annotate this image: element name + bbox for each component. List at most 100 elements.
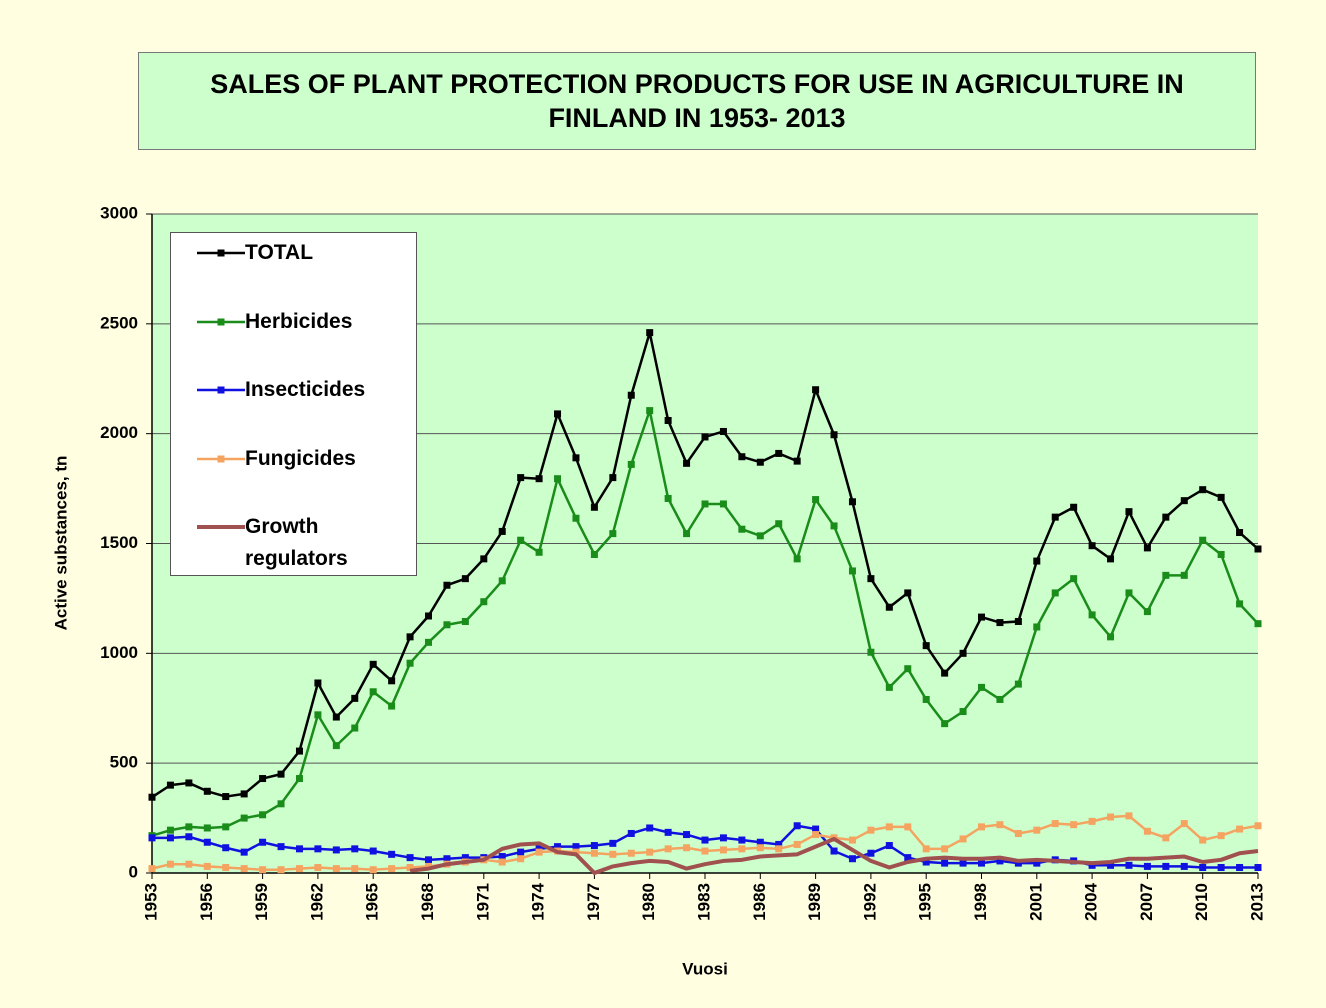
y-tick-label: 1500 xyxy=(100,533,138,552)
data-point xyxy=(1107,813,1115,821)
data-point xyxy=(738,525,746,533)
x-tick-label: 1971 xyxy=(473,883,492,921)
data-point xyxy=(738,845,746,853)
data-point xyxy=(259,775,267,783)
data-point xyxy=(922,642,930,650)
legend-item: TOTAL xyxy=(175,237,416,306)
data-point xyxy=(314,864,322,872)
data-point xyxy=(1014,859,1022,867)
data-point xyxy=(332,846,340,854)
data-point xyxy=(1254,864,1262,872)
data-point xyxy=(664,845,672,853)
data-point xyxy=(978,613,985,621)
data-point xyxy=(240,865,248,873)
data-point xyxy=(185,860,193,868)
data-point xyxy=(1217,832,1225,840)
data-point xyxy=(719,846,727,854)
data-point xyxy=(1051,820,1059,828)
data-point xyxy=(793,840,801,848)
data-point xyxy=(775,840,783,848)
data-point xyxy=(1051,513,1059,521)
data-point xyxy=(1014,617,1022,625)
data-point xyxy=(609,839,617,847)
x-tick-label: 1962 xyxy=(307,883,326,921)
data-point xyxy=(388,702,396,710)
data-point xyxy=(830,431,838,439)
data-point xyxy=(978,823,985,831)
data-point xyxy=(1051,589,1059,597)
data-point xyxy=(535,848,543,856)
data-point xyxy=(1199,536,1207,544)
data-point xyxy=(1014,680,1022,688)
legend-label: Fungicides xyxy=(245,446,356,470)
data-point xyxy=(996,857,1004,865)
data-point xyxy=(1107,555,1115,563)
data-point xyxy=(185,823,193,831)
data-point xyxy=(314,679,322,687)
data-point xyxy=(1143,862,1151,870)
data-point xyxy=(1180,862,1188,870)
legend-swatch xyxy=(197,525,245,529)
data-point xyxy=(830,522,838,530)
data-point xyxy=(443,855,451,863)
data-point xyxy=(1236,529,1244,537)
data-point xyxy=(959,835,967,843)
data-point xyxy=(812,496,820,504)
data-point xyxy=(1088,861,1096,869)
data-point xyxy=(646,848,654,856)
data-point xyxy=(461,575,469,583)
data-point xyxy=(535,475,543,483)
data-point xyxy=(1143,608,1151,616)
data-point xyxy=(480,598,488,606)
data-point xyxy=(793,822,801,830)
legend-marker xyxy=(217,386,225,394)
data-point xyxy=(369,847,377,855)
data-point xyxy=(793,457,801,465)
data-point xyxy=(590,842,598,850)
data-point xyxy=(498,527,506,535)
data-point xyxy=(277,770,285,778)
data-point xyxy=(277,800,285,808)
data-point xyxy=(1236,600,1244,608)
data-point xyxy=(904,854,912,862)
data-point xyxy=(406,854,414,862)
data-point xyxy=(738,836,746,844)
data-point xyxy=(885,603,893,611)
data-point xyxy=(1088,817,1096,825)
data-point xyxy=(295,845,303,853)
data-point xyxy=(332,742,340,750)
data-point xyxy=(738,453,746,461)
data-point xyxy=(1254,545,1262,553)
x-tick-label: 1956 xyxy=(197,883,216,921)
legend: TOTAL Herbicides Insecticides Fungicides Gro… xyxy=(170,232,417,576)
x-tick-label: 1986 xyxy=(750,883,769,921)
data-point xyxy=(756,844,764,852)
data-point xyxy=(1162,862,1170,870)
data-point xyxy=(683,530,691,538)
data-point xyxy=(701,433,709,441)
data-point xyxy=(295,865,303,873)
data-point xyxy=(756,458,764,466)
data-point xyxy=(941,669,949,677)
data-point xyxy=(369,866,377,874)
x-tick-label: 1998 xyxy=(971,883,990,921)
data-point xyxy=(1125,589,1133,597)
x-tick-label: 2004 xyxy=(1082,882,1101,920)
y-tick-label: 2000 xyxy=(100,423,138,442)
data-point xyxy=(1199,486,1207,494)
data-point xyxy=(941,720,949,728)
data-point xyxy=(203,787,211,795)
data-point xyxy=(719,500,727,508)
x-tick-label: 2001 xyxy=(1026,883,1045,921)
data-point xyxy=(314,845,322,853)
legend-swatch xyxy=(197,318,245,325)
data-point xyxy=(904,823,912,831)
data-point xyxy=(646,824,654,832)
data-point xyxy=(332,713,340,721)
legend-swatch xyxy=(197,249,245,257)
data-point xyxy=(627,460,635,468)
data-point xyxy=(554,410,562,418)
data-point xyxy=(1107,861,1115,869)
data-point xyxy=(498,577,506,585)
data-point xyxy=(1070,503,1078,511)
